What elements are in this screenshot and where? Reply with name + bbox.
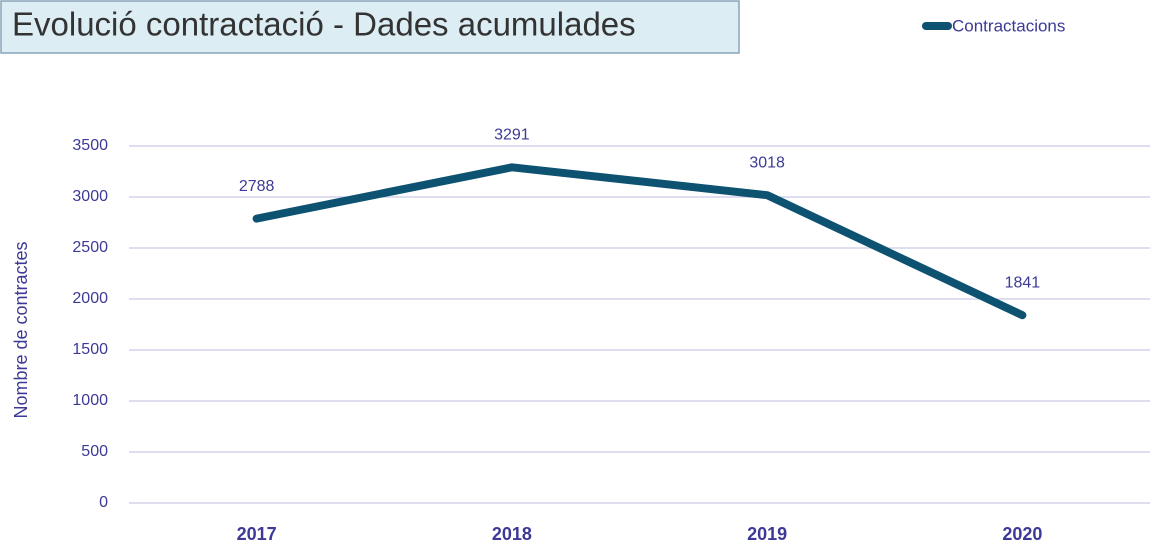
data-label: 3291 (494, 127, 530, 144)
chart-title: Evolució contractació - Dades acumulades (12, 6, 636, 43)
legend-label: Contractacions (952, 16, 1065, 35)
y-tick-label: 3000 (72, 188, 108, 205)
y-tick-label: 0 (99, 494, 108, 511)
y-tick-label: 3500 (72, 137, 108, 154)
y-tick-label: 1500 (72, 341, 108, 358)
data-label: 2788 (239, 178, 275, 195)
series-line (252, 163, 1027, 320)
y-tick-label: 500 (81, 443, 108, 460)
title-box (0, 0, 740, 54)
data-label: 3018 (749, 154, 785, 171)
x-tick-label: 2020 (1002, 524, 1042, 544)
y-tick-label: 1000 (72, 392, 108, 409)
x-tick-label: 2018 (492, 524, 532, 544)
y-axis-label: Nombre de contractes (11, 241, 31, 418)
y-tick-label: 2500 (72, 239, 108, 256)
x-tick-label: 2017 (237, 524, 277, 544)
x-tick-label: 2019 (747, 524, 787, 544)
y-tick-label: 2000 (72, 290, 108, 307)
data-label: 1841 (1005, 274, 1041, 291)
